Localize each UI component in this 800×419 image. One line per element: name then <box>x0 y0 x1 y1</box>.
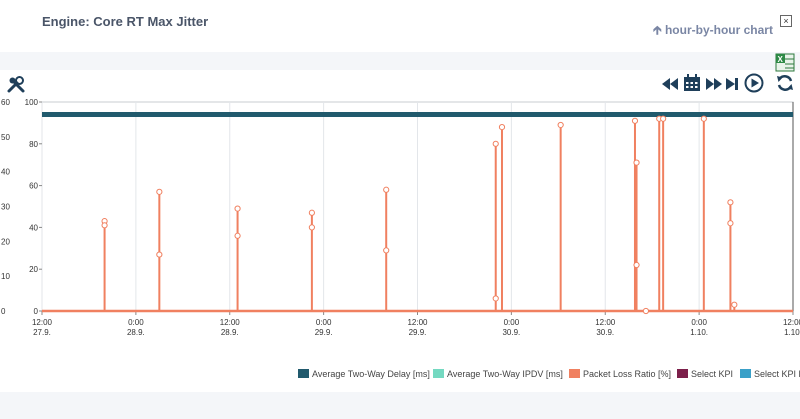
excel-export-icon[interactable]: X <box>774 53 796 73</box>
legend-item[interactable]: Select KPI <box>677 369 733 379</box>
x-tick-label-date: 28.9. <box>127 328 145 337</box>
x-tick-label-time: 0:00 <box>504 318 520 327</box>
series-point-packet-loss <box>492 140 499 147</box>
series-point-packet-loss <box>642 307 650 315</box>
y-tick-label-outer: 60 <box>1 98 10 107</box>
x-tick-label-time: 0:00 <box>128 318 144 327</box>
y-tick-label: 0 <box>34 307 39 316</box>
series-point-packet-loss <box>498 123 506 131</box>
legend-item[interactable]: Average Two-Way Delay [ms] <box>298 369 430 379</box>
calendar-icon[interactable] <box>682 73 702 93</box>
legend-label: Average Two-Way IPDV [ms] <box>447 369 563 379</box>
page-title: Engine: Core RT Max Jitter <box>42 14 209 29</box>
series-point-packet-loss <box>557 121 564 129</box>
chart-legend: Average Two-Way Delay [ms] Average Two-W… <box>0 365 800 385</box>
x-tick-label-date: 30.9. <box>502 328 520 337</box>
y-tick-label-outer: 20 <box>1 237 10 246</box>
legend-label: Select KPI K <box>754 369 800 379</box>
svg-text:X: X <box>778 55 784 64</box>
footer-band <box>0 392 800 419</box>
series-point-packet-loss <box>156 188 163 195</box>
legend-label: Select KPI <box>691 369 734 379</box>
x-tick-label-time: 12:00 <box>32 318 53 327</box>
x-tick-label-date: 1.10. <box>690 328 708 337</box>
y-tick-label-outer: 50 <box>1 133 10 142</box>
series-point-packet-loss <box>234 232 241 239</box>
legend-swatch <box>740 369 751 378</box>
x-tick-label-time: 12:00 <box>407 318 428 327</box>
series-point-packet-loss <box>660 115 667 122</box>
wrench-icon[interactable] <box>6 74 26 94</box>
header: Engine: Core RT Max Jitter 🡱 hour-by-hou… <box>0 0 800 52</box>
legend-swatch <box>677 369 688 378</box>
legend-item[interactable]: Packet Loss Ratio [%] <box>569 369 671 379</box>
series-point-packet-loss <box>633 261 640 269</box>
chart-area: 0 20 40 60 80 100 0 10 20 30 40 50 60 12:00 27.9. 0:00 2… <box>0 96 800 346</box>
x-tick-label-date: 27.9. <box>33 328 51 337</box>
hour-by-hour-chart-link[interactable]: 🡱 hour-by-hour chart <box>653 21 773 42</box>
y-tick-label: 80 <box>29 140 38 149</box>
jitter-chart[interactable]: 020406080100010203040506012:0027.9.0:002… <box>0 96 800 346</box>
chart-toolbar: X <box>0 53 800 100</box>
series-point-packet-loss <box>234 205 241 212</box>
x-tick-label-time: 0:00 <box>316 318 332 327</box>
series-point-packet-loss <box>633 159 640 166</box>
y-tick-label-outer: 40 <box>1 168 10 177</box>
legend-swatch <box>433 369 444 378</box>
x-tick-label-date: 30.9. <box>596 328 614 337</box>
x-tick-label-time: 12:00 <box>783 318 800 327</box>
y-tick-label-outer: 10 <box>1 272 10 281</box>
x-tick-label-time: 0:00 <box>691 318 707 327</box>
rewind-icon[interactable] <box>660 76 680 92</box>
series-point-packet-loss <box>383 247 390 254</box>
series-point-packet-loss <box>101 222 108 229</box>
legend-swatch <box>298 369 309 378</box>
legend-label: Packet Loss Ratio [%] <box>583 369 672 379</box>
y-tick-label-outer: 0 <box>1 307 6 316</box>
series-point-packet-loss <box>631 117 639 124</box>
y-tick-label: 60 <box>29 182 38 191</box>
header-band <box>0 52 800 70</box>
x-tick-label-date: 28.9. <box>221 328 239 337</box>
legend-item[interactable]: Select KPI K <box>740 369 800 379</box>
series-point-packet-loss <box>383 186 390 193</box>
x-tick-label-time: 12:00 <box>595 318 616 327</box>
legend-label: Average Two-Way Delay [ms] <box>312 369 430 379</box>
x-tick-label-time: 12:00 <box>220 318 241 327</box>
y-tick-label: 20 <box>29 265 38 274</box>
x-tick-label-date: 1.10. <box>784 328 800 337</box>
refresh-icon[interactable] <box>775 73 795 93</box>
series-point-packet-loss <box>700 115 707 122</box>
close-icon[interactable]: × <box>780 15 792 27</box>
series-point-packet-loss <box>727 199 734 206</box>
series-point-packet-loss <box>308 224 315 231</box>
skip-end-icon[interactable] <box>724 76 740 92</box>
y-tick-label-outer: 30 <box>1 203 10 212</box>
series-point-packet-loss <box>156 251 163 258</box>
fast-forward-icon[interactable] <box>704 76 724 92</box>
legend-swatch <box>569 369 580 378</box>
y-tick-label: 40 <box>29 223 38 232</box>
series-point-packet-loss <box>492 295 499 302</box>
legend-item[interactable]: Average Two-Way IPDV [ms] <box>433 369 563 379</box>
x-tick-label-date: 29.9. <box>409 328 427 337</box>
series-point-packet-loss <box>308 209 315 216</box>
arrow-up-icon: 🡱 <box>653 23 662 37</box>
series-point-packet-loss <box>731 301 738 308</box>
hour-by-hour-chart-label: hour-by-hour chart <box>664 23 773 37</box>
play-icon[interactable] <box>744 73 764 93</box>
series-point-packet-loss <box>727 220 734 227</box>
x-tick-label-date: 29.9. <box>315 328 333 337</box>
y-tick-label: 100 <box>25 98 39 107</box>
